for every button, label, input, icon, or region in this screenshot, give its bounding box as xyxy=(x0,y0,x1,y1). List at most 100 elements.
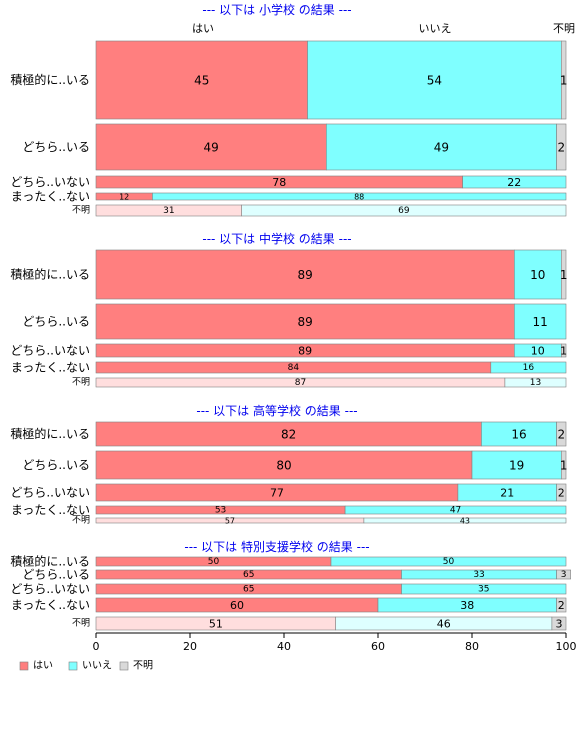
value-label: 33 xyxy=(473,570,484,580)
panel-title: --- 以下は 特別支援学校 の結果 --- xyxy=(184,539,369,554)
bar-segment xyxy=(560,40,567,120)
x-tick-label: 20 xyxy=(183,640,197,653)
value-label: 10 xyxy=(531,345,545,358)
value-label: 51 xyxy=(209,618,223,631)
value-label: 11 xyxy=(533,315,548,329)
value-label: 65 xyxy=(243,585,254,595)
value-label: 2 xyxy=(557,141,565,155)
top-category-label: はい xyxy=(192,22,214,35)
row-label: 積極的に..いる xyxy=(10,72,90,87)
legend-swatch xyxy=(68,661,78,671)
bar-segment xyxy=(551,616,567,631)
row-label: 不明 xyxy=(72,618,90,629)
value-label: 65 xyxy=(243,570,254,580)
value-label: 35 xyxy=(478,585,489,595)
bar-segment xyxy=(471,450,562,480)
value-label: 16 xyxy=(511,428,526,442)
x-tick-label: 100 xyxy=(556,640,577,653)
row-label: まったく..ない xyxy=(11,503,90,517)
value-label: 88 xyxy=(354,193,364,202)
row-label: どちら..いない xyxy=(10,175,90,189)
value-label: 49 xyxy=(204,141,219,155)
value-label: 31 xyxy=(163,206,174,216)
value-label: 16 xyxy=(523,363,535,373)
value-label: 43 xyxy=(460,517,470,526)
legend-swatch xyxy=(19,661,29,671)
row-label: 不明 xyxy=(72,515,90,526)
value-label: 1 xyxy=(560,268,568,282)
row-label: まったく..ない xyxy=(11,361,90,375)
row-label: どちら..いる xyxy=(22,140,90,154)
value-label: 1 xyxy=(560,459,568,473)
value-label: 12 xyxy=(119,193,129,202)
legend-label: はい xyxy=(33,660,53,672)
value-label: 2 xyxy=(558,599,565,612)
value-label: 45 xyxy=(194,74,209,88)
value-label: 69 xyxy=(398,206,410,216)
value-label: 46 xyxy=(437,618,451,631)
bar-segment xyxy=(504,377,567,388)
value-label: 82 xyxy=(281,428,296,442)
row-label: 積極的に..いる xyxy=(10,267,90,282)
legend-label: 不明 xyxy=(133,660,153,672)
x-tick-label: 0 xyxy=(93,640,100,653)
bar-segment xyxy=(344,505,567,515)
bar-segment xyxy=(556,123,567,171)
row-label: 不明 xyxy=(72,205,90,216)
value-label: 22 xyxy=(507,176,521,189)
value-label: 3 xyxy=(555,618,562,631)
top-category-label: 不明 xyxy=(553,22,575,35)
value-label: 77 xyxy=(270,487,284,500)
top-category-label: いいえ xyxy=(419,22,452,35)
bar-segment xyxy=(556,483,567,502)
bar-segment xyxy=(401,583,567,595)
value-label: 80 xyxy=(276,459,291,473)
row-label: 積極的に..いる xyxy=(10,426,90,441)
value-label: 49 xyxy=(434,141,449,155)
row-label: 積極的に..いる xyxy=(10,554,90,569)
bar-segment xyxy=(560,343,567,358)
row-label: どちら..いる xyxy=(22,315,90,329)
bar-segment xyxy=(462,175,567,189)
value-label: 10 xyxy=(530,268,545,282)
row-label: どちら..いない xyxy=(10,344,90,358)
value-label: 2 xyxy=(558,487,565,500)
value-label: 53 xyxy=(215,506,226,516)
row-label: まったく..ない xyxy=(11,190,90,204)
bar-segment xyxy=(490,361,567,374)
row-label: どちら..いない xyxy=(10,486,90,500)
bar-segment xyxy=(556,569,571,580)
value-label: 21 xyxy=(500,487,514,500)
bar-segment xyxy=(307,40,562,120)
legend-swatch xyxy=(119,661,129,671)
bar-segment xyxy=(330,556,567,567)
value-label: 54 xyxy=(427,74,442,88)
bar-segment xyxy=(95,249,515,300)
value-label: 84 xyxy=(288,363,300,373)
row-label: どちら..いる xyxy=(22,458,90,472)
value-label: 89 xyxy=(298,268,313,282)
value-label: 60 xyxy=(230,599,244,612)
bar-segment xyxy=(95,450,473,480)
bar-segment xyxy=(556,421,567,447)
value-label: 1 xyxy=(560,74,568,88)
row-label: 不明 xyxy=(72,377,90,388)
row-label: どちら..いる xyxy=(22,568,90,582)
bar-segment xyxy=(556,597,567,613)
panel-title: --- 以下は 中学校 の結果 --- xyxy=(202,231,351,246)
value-label: 1 xyxy=(560,345,567,358)
bar-segment xyxy=(95,40,308,120)
bar-segment xyxy=(363,517,567,524)
x-tick-label: 80 xyxy=(465,640,479,653)
panel-title: --- 以下は 高等学校 の結果 --- xyxy=(196,403,357,418)
value-label: 89 xyxy=(298,345,312,358)
value-label: 2 xyxy=(557,428,565,442)
value-label: 57 xyxy=(225,517,235,526)
row-label: どちら..いない xyxy=(10,582,90,596)
panel-title: --- 以下は 小学校 の結果 --- xyxy=(202,2,351,17)
bar-segment xyxy=(325,123,557,171)
value-label: 19 xyxy=(509,459,524,473)
value-label: 50 xyxy=(208,557,220,567)
x-tick-label: 60 xyxy=(371,640,385,653)
